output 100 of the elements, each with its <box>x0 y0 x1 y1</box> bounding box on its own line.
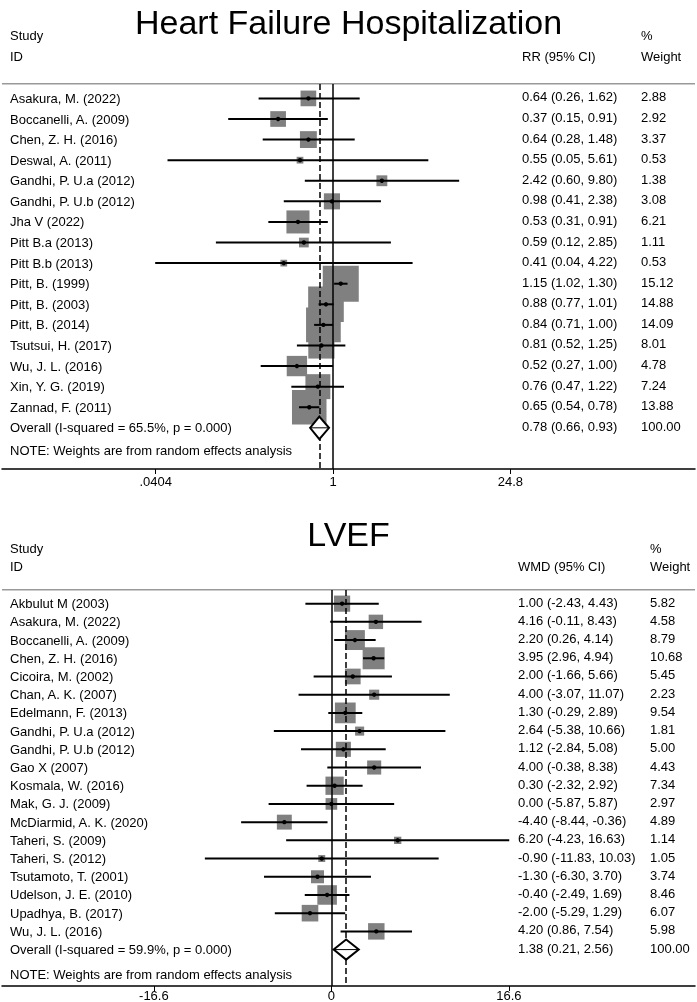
annotation: 100.00 <box>650 940 690 956</box>
annotation: 0.65 (0.54, 0.78) <box>522 398 618 414</box>
annotation: 0.64 (0.28, 1.48) <box>522 130 618 146</box>
y-tick-label: Tsutsui, H. (2017) <box>10 337 112 353</box>
x-tick-label: -16.6 <box>139 988 169 1002</box>
y-tick-label: Chen, Z. H. (2016) <box>10 132 118 148</box>
annotation: 9.54 <box>650 703 676 719</box>
annotation: 2.42 (0.60, 9.80) <box>522 171 618 187</box>
y-tick-label: Tsutamoto, T. (2001) <box>10 869 129 885</box>
annotation: 4.58 <box>650 612 676 628</box>
y-tick-label: Gandhi, P. U.b (2012) <box>10 741 135 757</box>
annotation: 2.23 <box>650 685 676 701</box>
annotation: 1.11 <box>641 233 666 249</box>
annotation: 0.78 (0.66, 0.93) <box>522 418 618 434</box>
annotation: 0.53 <box>641 151 667 167</box>
annotation: 1.81 <box>650 722 676 738</box>
y-tick-label: Zannad, F. (2011) <box>10 399 112 415</box>
annotation: 1.30 (-0.29, 2.89) <box>518 703 618 719</box>
y-tick-label: Taheri, S. (2009) <box>10 832 107 848</box>
annotation: 2.92 <box>641 110 667 125</box>
annotation: 3.95 (2.96, 4.94) <box>518 649 614 665</box>
annotation: 1.00 (-2.43, 4.43) <box>518 594 618 610</box>
y-tick-label: Chan, A. K. (2007) <box>10 687 117 703</box>
text: WMD (95% CI) <box>518 559 606 574</box>
annotation: 0.84 (0.71, 1.00) <box>522 315 618 331</box>
annotation: 5.45 <box>650 667 676 683</box>
annotation: 100.00 <box>641 418 681 434</box>
annotation: 2.64 (-5.38, 10.66) <box>518 722 625 738</box>
annotation: 0.98 (0.41, 2.38) <box>522 192 618 208</box>
y-tick-label: Cicoira, M. (2002) <box>10 668 114 684</box>
annotation: 8.01 <box>641 336 667 352</box>
x-tick-label: .0404 <box>139 474 173 489</box>
annotation: 14.09 <box>641 315 674 331</box>
annotation: 6.21 <box>641 212 667 228</box>
annotation: -2.00 (-5.29, 1.29) <box>518 904 623 920</box>
annotation: 1.12 (-2.84, 5.08) <box>518 740 618 756</box>
annotation: 1.15 (1.02, 1.30) <box>522 274 618 290</box>
y-tick-label: Gandhi, P. U.b (2012) <box>10 193 135 209</box>
y-tick-label: Udelson, J. E. (2010) <box>10 887 133 903</box>
y-tick-label: Gao X (2007) <box>10 760 89 776</box>
annotation: 0.64 (0.26, 1.62) <box>522 89 618 105</box>
y-tick-label: Pitt B.b (2013) <box>10 255 94 271</box>
annotation: 5.82 <box>650 594 676 610</box>
y-tick-label: Pitt B.a (2013) <box>10 235 94 251</box>
y-tick-label: Akbulut M (2003) <box>10 596 109 612</box>
text: Study <box>10 28 44 43</box>
x-tick-label: 16.6 <box>496 988 522 1002</box>
annotation: 5.98 <box>650 922 676 938</box>
y-tick-label: Wu, J. L. (2016) <box>10 358 103 374</box>
annotation: 0.81 (0.52, 1.25) <box>522 336 618 352</box>
annotation: 4.16 (-0.11, 8.43) <box>518 612 617 628</box>
annotation: 1.38 (0.21, 2.56) <box>518 940 614 956</box>
annotation: 7.34 <box>650 776 676 792</box>
annotation: 3.37 <box>641 130 667 146</box>
annotation: 6.07 <box>650 904 676 920</box>
y-tick-label: Wu, J. L. (2016) <box>10 923 103 939</box>
annotation: 4.20 (0.86, 7.54) <box>518 922 614 938</box>
annotation: 1.05 <box>650 849 676 865</box>
annotation: 8.79 <box>650 631 676 647</box>
annotation: 4.00 (-3.07, 11.07) <box>518 685 624 701</box>
y-tick-label: Xin, Y. G. (2019) <box>10 379 105 395</box>
annotation: 5.00 <box>650 740 676 756</box>
annotation: 0.52 (0.27, 1.00) <box>522 357 618 373</box>
chart-title: LVEF <box>307 515 390 553</box>
annotation: 1.38 <box>641 171 667 187</box>
annotation: 4.78 <box>641 357 667 373</box>
y-tick-label: Pitt, B. (2014) <box>10 317 90 333</box>
y-tick-label: Gandhi, P. U.a (2012) <box>10 173 135 189</box>
x-tick-label: 1 <box>329 474 337 489</box>
text: % <box>650 541 662 556</box>
annotation: 15.12 <box>641 274 674 290</box>
text: ID <box>10 49 23 64</box>
annotation: -0.90 (-11.83, 10.03) <box>518 849 636 865</box>
annotation: 2.20 (0.26, 4.14) <box>518 631 614 647</box>
text: % <box>641 28 653 43</box>
y-tick-label: Mak, G. J. (2009) <box>10 796 111 812</box>
annotation: 2.00 (-1.66, 5.66) <box>518 667 618 683</box>
annotation: 0.53 <box>641 254 667 270</box>
text: ID <box>10 559 23 574</box>
y-tick-label: Taheri, S. (2012) <box>10 851 107 867</box>
y-tick-label: McDiarmid, A. K. (2020) <box>10 814 148 830</box>
annotation: 3.08 <box>641 192 667 208</box>
x-tick-label: 24.8 <box>497 474 524 489</box>
annotation: -1.30 (-6.30, 3.70) <box>518 867 623 883</box>
y-tick-label: Pitt, B. (2003) <box>10 296 90 312</box>
y-tick-label: Pitt, B. (1999) <box>10 276 90 292</box>
annotation: 13.88 <box>641 398 674 414</box>
annotation: 0.00 (-5.87, 5.87) <box>518 794 618 810</box>
annotation: 4.89 <box>650 813 676 829</box>
annotation: 0.55 (0.05, 5.61) <box>522 151 618 167</box>
annotation: 6.20 (-4.23, 16.63) <box>518 831 625 847</box>
y-tick-label: Boccanelli, A. (2009) <box>10 111 130 127</box>
annotation: 4.00 (-0.38, 8.38) <box>518 758 618 774</box>
y-tick-label: Asakura, M. (2022) <box>10 614 121 630</box>
annotation: 1.14 <box>650 831 676 847</box>
text: Weight <box>641 49 682 64</box>
text: Study <box>10 541 44 556</box>
annotation: 0.30 (-2.32, 2.92) <box>518 776 618 792</box>
annotation: 10.68 <box>650 649 683 665</box>
annotation: 3.74 <box>650 867 676 883</box>
